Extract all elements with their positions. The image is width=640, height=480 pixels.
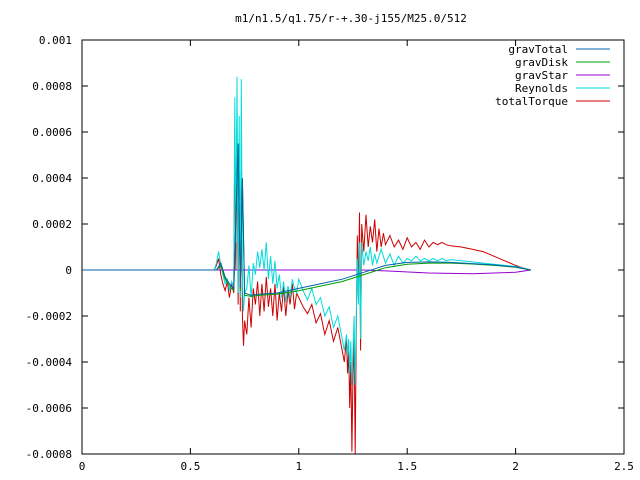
- y-tick-labels: -0.0008 -0.0006 -0.0004 -0.0002 0 0.0002 0.000…: [26, 34, 73, 461]
- chart-title: m1/n1.5/q1.75/r-+.30-j155/M25.0/512: [235, 12, 467, 25]
- legend-label: totalTorque: [495, 95, 568, 108]
- legend-label: Reynolds: [515, 82, 568, 95]
- series-group: [82, 76, 531, 455]
- x-tick-label: 2: [512, 460, 519, 473]
- series-line-gravTotal: [82, 143, 531, 296]
- y-tick-label: 0.001: [39, 34, 72, 47]
- y-tick-label: 0.0004: [32, 172, 72, 185]
- y-tick-label: 0.0006: [32, 126, 72, 139]
- y-tick-label: -0.0008: [26, 448, 72, 461]
- x-tick-label: 1: [295, 460, 302, 473]
- legend-label: gravTotal: [508, 43, 568, 56]
- x-tick-label: 1.5: [397, 460, 417, 473]
- x-tick-labels: 0 0.5 1 1.5 2 2.5: [79, 460, 634, 473]
- x-tick-label: 0: [79, 460, 86, 473]
- y-tick-label: 0.0002: [32, 218, 72, 231]
- legend-label: gravDisk: [515, 56, 568, 69]
- legend: gravTotalgravDiskgravStarReynoldstotalTo…: [495, 43, 610, 108]
- y-tick-label: 0: [65, 264, 72, 277]
- x-tick-label: 0.5: [180, 460, 200, 473]
- y-tick-label: -0.0004: [26, 356, 73, 369]
- plot-frame: [81, 39, 625, 455]
- x-tick-label: 2.5: [614, 460, 634, 473]
- y-tick-label: -0.0006: [26, 402, 72, 415]
- y-tick-label: 0.0008: [32, 80, 72, 93]
- series-line-Reynolds: [82, 76, 531, 386]
- y-tick-label: -0.0002: [26, 310, 72, 323]
- legend-label: gravStar: [515, 69, 568, 82]
